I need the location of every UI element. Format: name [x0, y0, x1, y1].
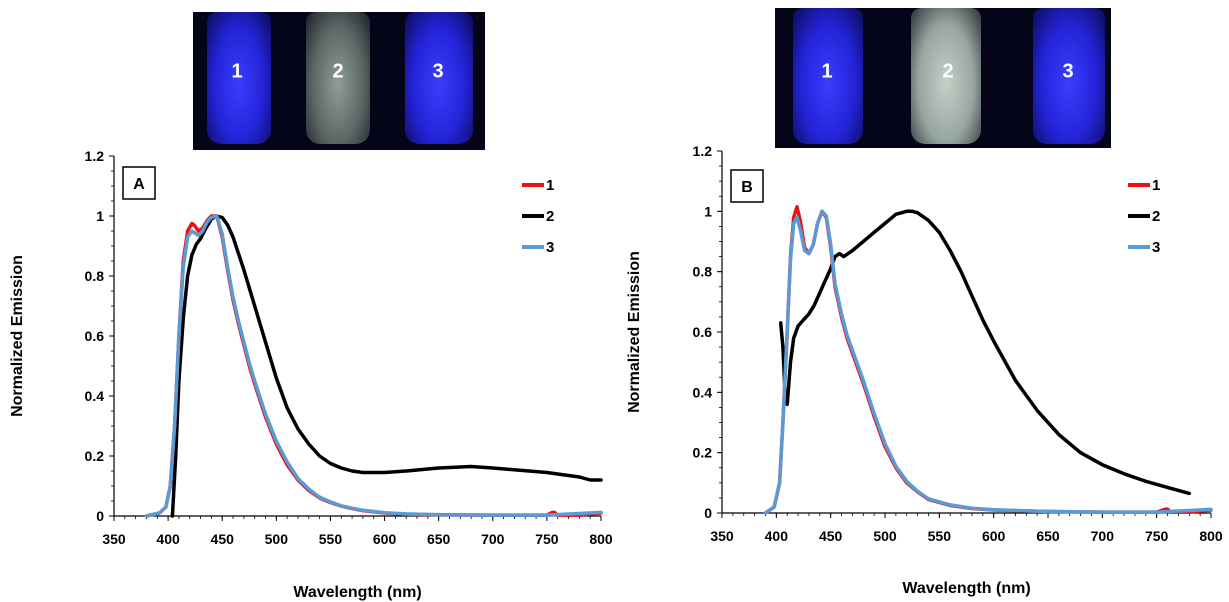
- y-tick-label: 0.8: [693, 264, 713, 280]
- x-tick-label: 700: [481, 531, 505, 547]
- series-line-2: [778, 209, 1192, 496]
- y-tick-label: 1.2: [693, 143, 713, 159]
- x-tick-label: 750: [1145, 528, 1169, 544]
- x-tick-label: 750: [535, 531, 559, 547]
- series-line-2: [170, 214, 603, 518]
- vial-3: [405, 12, 473, 144]
- y-tick-label: 0.4: [693, 384, 713, 400]
- legend-label-2: 2: [1152, 208, 1160, 225]
- x-axis-title: Wavelength (nm): [293, 584, 421, 601]
- x-tick-label: 500: [873, 528, 897, 544]
- y-tick-label: 1: [96, 208, 104, 224]
- x-tick-label: 450: [211, 531, 235, 547]
- y-tick-label: 0.6: [85, 328, 105, 344]
- x-tick-label: 350: [102, 531, 126, 547]
- y-tick-label: 0.4: [85, 388, 105, 404]
- y-tick-label: 0.6: [693, 324, 713, 340]
- vial-label-1: 1: [231, 60, 243, 83]
- x-axis-title: Wavelength (nm): [902, 580, 1030, 597]
- series-line-3: [763, 209, 1213, 515]
- y-tick-label: 1: [704, 203, 712, 219]
- x-tick-label: 600: [982, 528, 1006, 544]
- emission-chart-a: 0 0.2 0.4 0.6 0.8 1 1.2 350 400 450 500 550 600 650 70…: [9, 148, 613, 601]
- emission-chart-b: 0 0.2 0.4 0.6 0.8 1 1.2 350 400 450 500 550 600 650 70…: [626, 143, 1223, 597]
- x-tick-label: 500: [265, 531, 289, 547]
- vial-label-3: 3: [1062, 60, 1074, 83]
- vial-1: [207, 12, 271, 144]
- x-tick-label: 700: [1091, 528, 1115, 544]
- x-tick-label: 600: [373, 531, 397, 547]
- x-tick-label: 650: [1036, 528, 1060, 544]
- y-tick-label: 0: [704, 505, 712, 521]
- x-tick-label: 650: [427, 531, 451, 547]
- y-axis-title: Normalized Emission: [9, 255, 26, 417]
- panel-label-box: [122, 166, 156, 200]
- panel-label: A: [133, 176, 145, 193]
- x-tick-label: 800: [589, 531, 613, 547]
- legend-label-1: 1: [1152, 177, 1160, 194]
- vial-photo-a: 1 2 3: [193, 12, 485, 150]
- vial-2: [306, 12, 370, 144]
- x-tick-label: 550: [319, 531, 343, 547]
- x-tick-label: 450: [819, 528, 843, 544]
- series-line-3: [144, 214, 603, 518]
- legend-label-2: 2: [546, 208, 554, 225]
- vial-label-2: 2: [942, 60, 954, 83]
- x-tick-label: 800: [1199, 528, 1223, 544]
- x-tick-label: 550: [928, 528, 952, 544]
- y-tick-label: 0.2: [85, 448, 105, 464]
- y-tick-label: 0: [96, 508, 104, 524]
- vial-label-2: 2: [332, 60, 344, 83]
- vial-photo-b: 1 2 3: [775, 8, 1111, 148]
- panel-label-box: [730, 169, 764, 203]
- legend-label-3: 3: [546, 239, 554, 256]
- vial-1: [793, 8, 863, 144]
- y-tick-label: 0.2: [693, 445, 713, 461]
- legend-label-1: 1: [546, 177, 554, 194]
- vial-label-3: 3: [432, 60, 444, 83]
- vial-label-1: 1: [821, 60, 833, 83]
- x-tick-label: 350: [710, 528, 734, 544]
- y-tick-label: 1.2: [85, 148, 105, 164]
- vial-2: [911, 8, 981, 144]
- panel-label: B: [741, 179, 753, 196]
- legend-label-3: 3: [1152, 239, 1160, 256]
- vial-3: [1033, 8, 1105, 144]
- y-axis-title: Normalized Emission: [626, 251, 643, 413]
- x-tick-label: 400: [156, 531, 180, 547]
- y-tick-label: 0.8: [85, 268, 105, 284]
- x-tick-label: 400: [765, 528, 789, 544]
